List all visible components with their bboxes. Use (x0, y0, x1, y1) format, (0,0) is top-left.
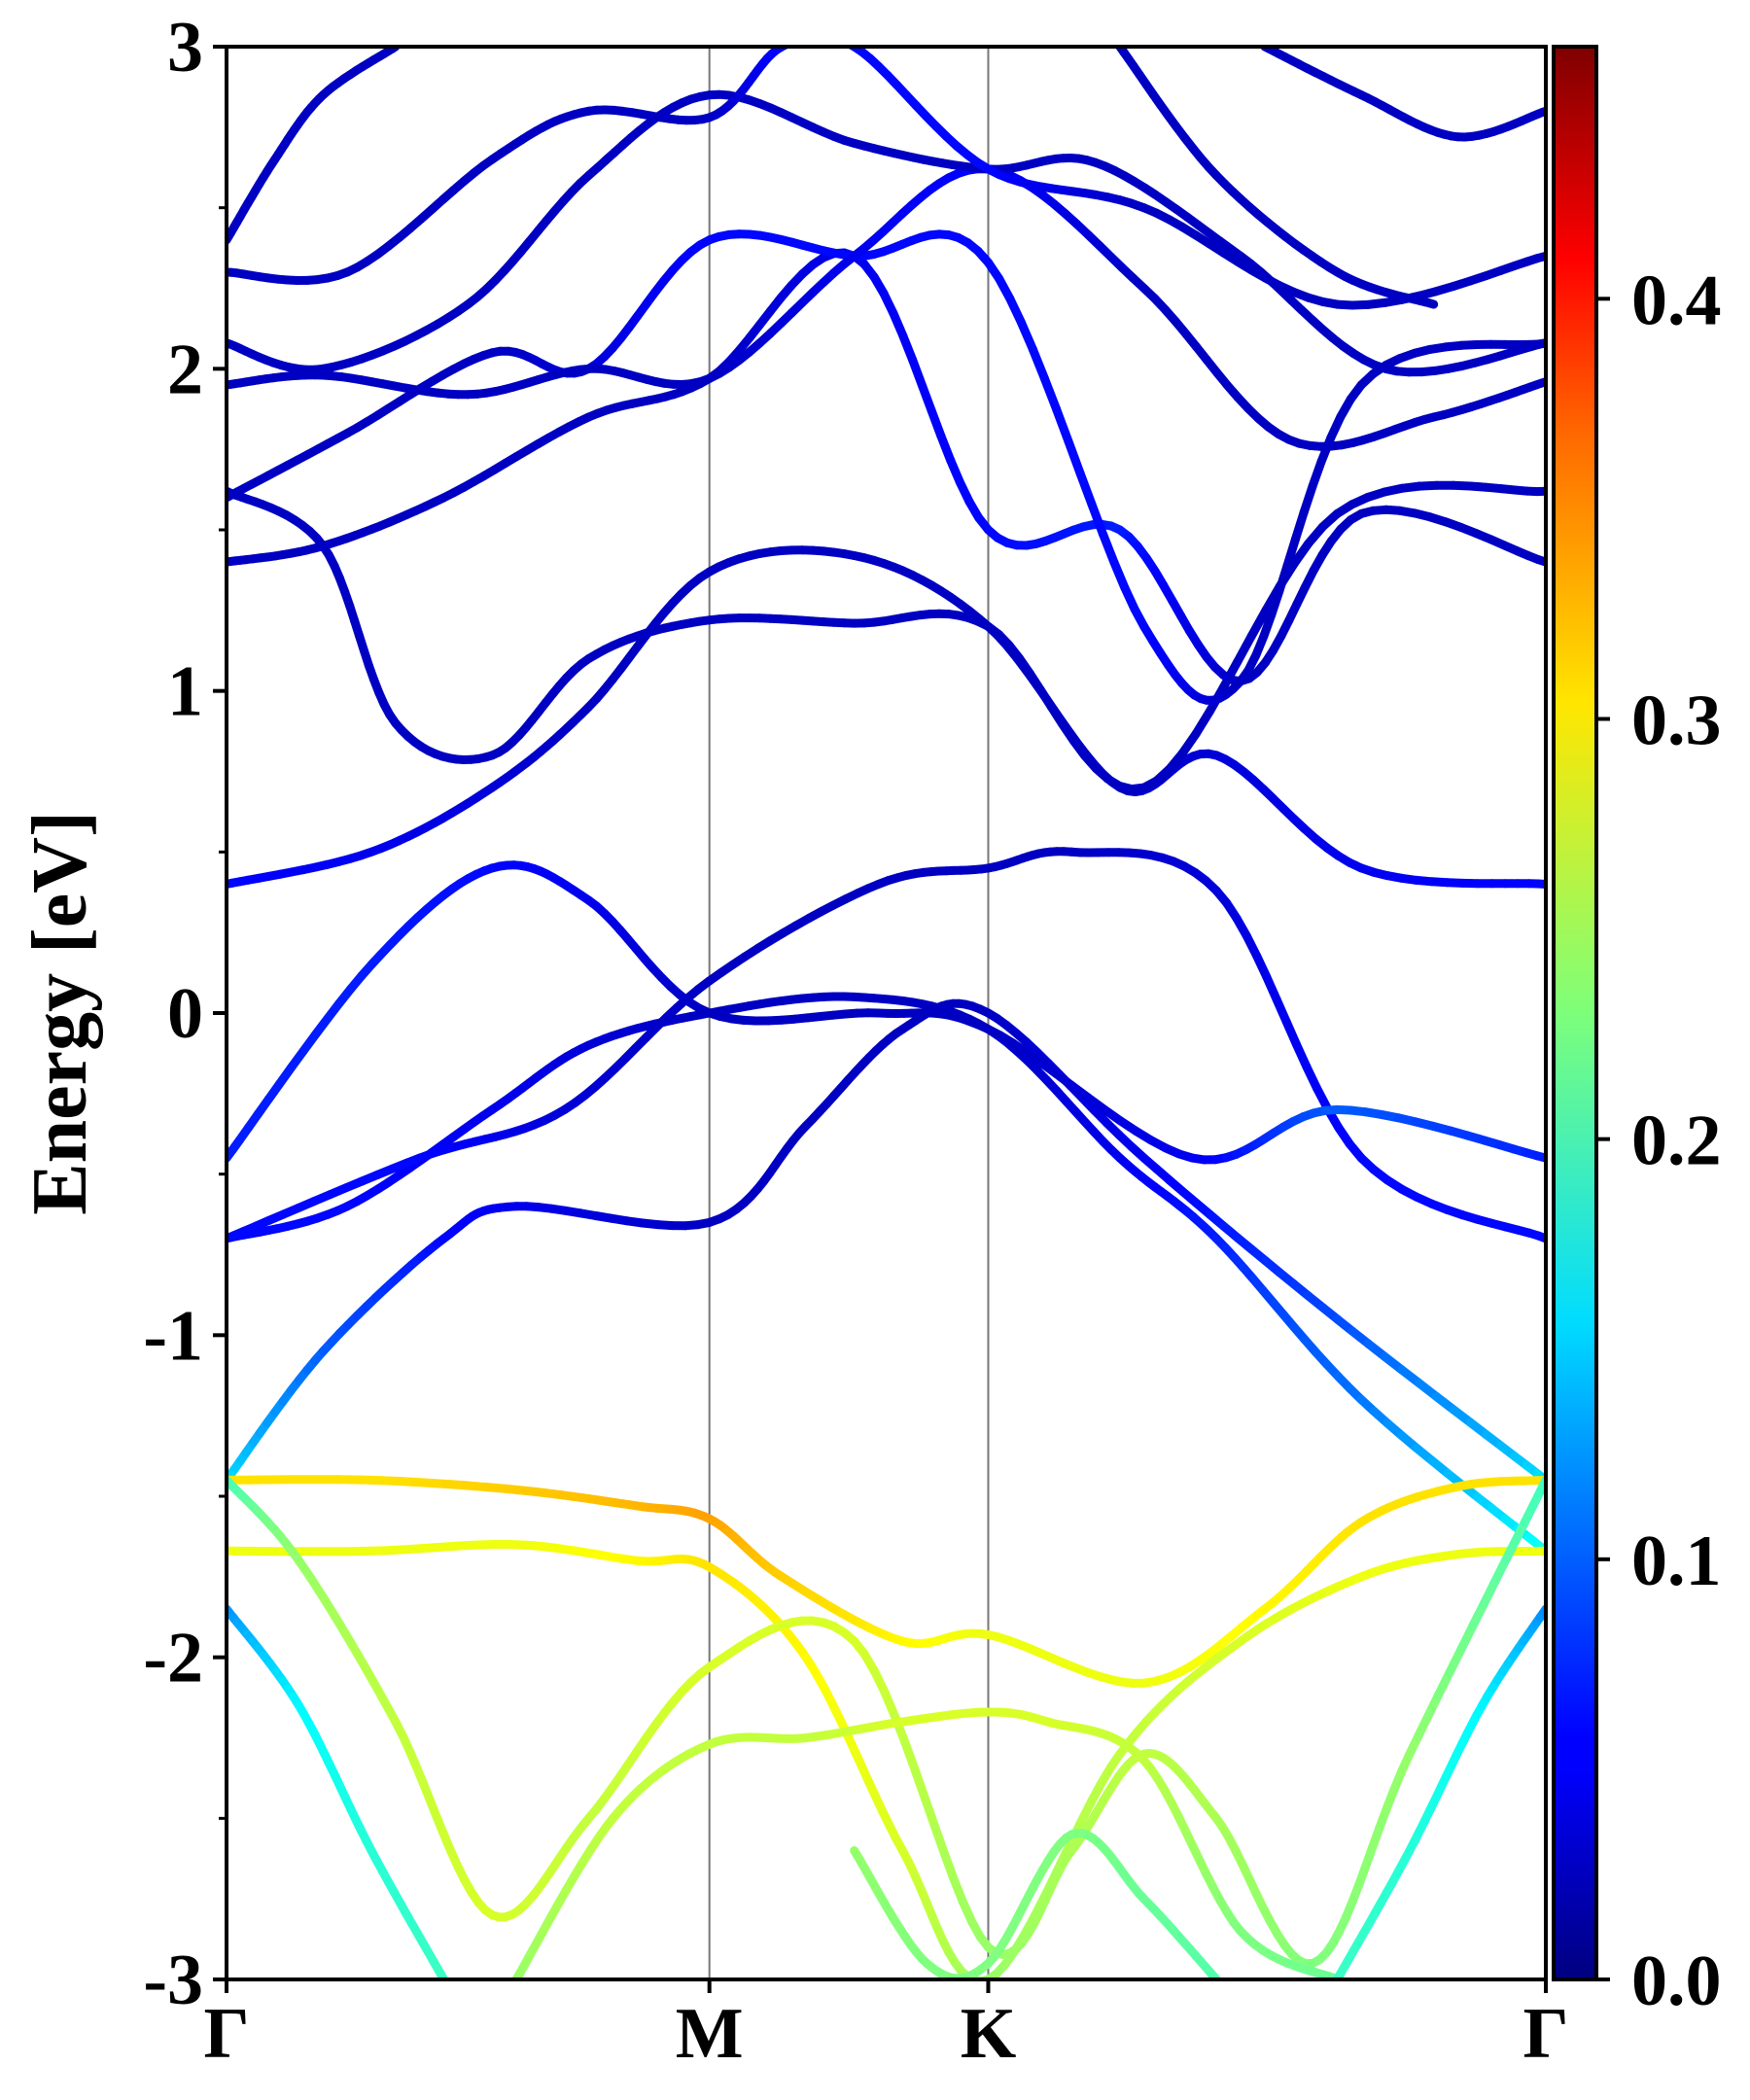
band-17 (227, 1475, 1546, 1969)
x-tick-label: M (676, 1994, 744, 2074)
band-21 (1332, 1604, 1546, 1979)
colorbar-tick-label: 0.4 (1631, 261, 1722, 340)
y-tick-label: -2 (143, 1619, 203, 1698)
x-tick-label: K (961, 1994, 1017, 2074)
y-tick-label: 1 (167, 652, 203, 732)
y-tick-label: 2 (167, 330, 203, 409)
band-18 (511, 1707, 1342, 1979)
colorbar-gradient (1552, 45, 1598, 1981)
band-20 (227, 1604, 448, 1979)
y-tick-label: -3 (143, 1941, 203, 2020)
y-tick-label: -1 (143, 1296, 203, 1376)
band-14 (1115, 47, 1439, 309)
band-8 (227, 229, 1546, 705)
colorbar-tick-label: 0.2 (1631, 1102, 1722, 1181)
band-9 (227, 164, 1546, 451)
y-axis-label: Energy [eV] (18, 811, 103, 1214)
colorbar-tick-label: 0.3 (1631, 681, 1722, 760)
band-7 (227, 248, 1546, 686)
y-tick-label: 3 (167, 8, 203, 88)
band-1 (227, 992, 1546, 1556)
band-2 (227, 998, 1546, 1485)
colorbar: 0.0 0.1 0.2 0.3 0.4 (1552, 45, 1722, 2021)
band-16 (227, 1540, 1546, 1979)
band-5 (227, 545, 1546, 889)
band-15 (227, 1475, 1546, 1688)
band-4 (227, 860, 1546, 1165)
x-tick-label: Γ (1522, 1994, 1568, 2074)
x-tick-label: Γ (203, 1994, 249, 2074)
band-12 (227, 47, 401, 245)
y-axis: 3 2 1 0 -1 -2 -3 (143, 8, 227, 2020)
bands (227, 47, 1546, 1979)
band-13 (1260, 47, 1546, 142)
band-19 (850, 1829, 1221, 1979)
band-6 (227, 480, 1546, 794)
colorbar-tick-label: 0.0 (1631, 1942, 1722, 2021)
y-tick-label: 0 (167, 974, 203, 1054)
band-11 (227, 47, 1546, 310)
colorbar-tick-label: 0.1 (1631, 1522, 1722, 1601)
